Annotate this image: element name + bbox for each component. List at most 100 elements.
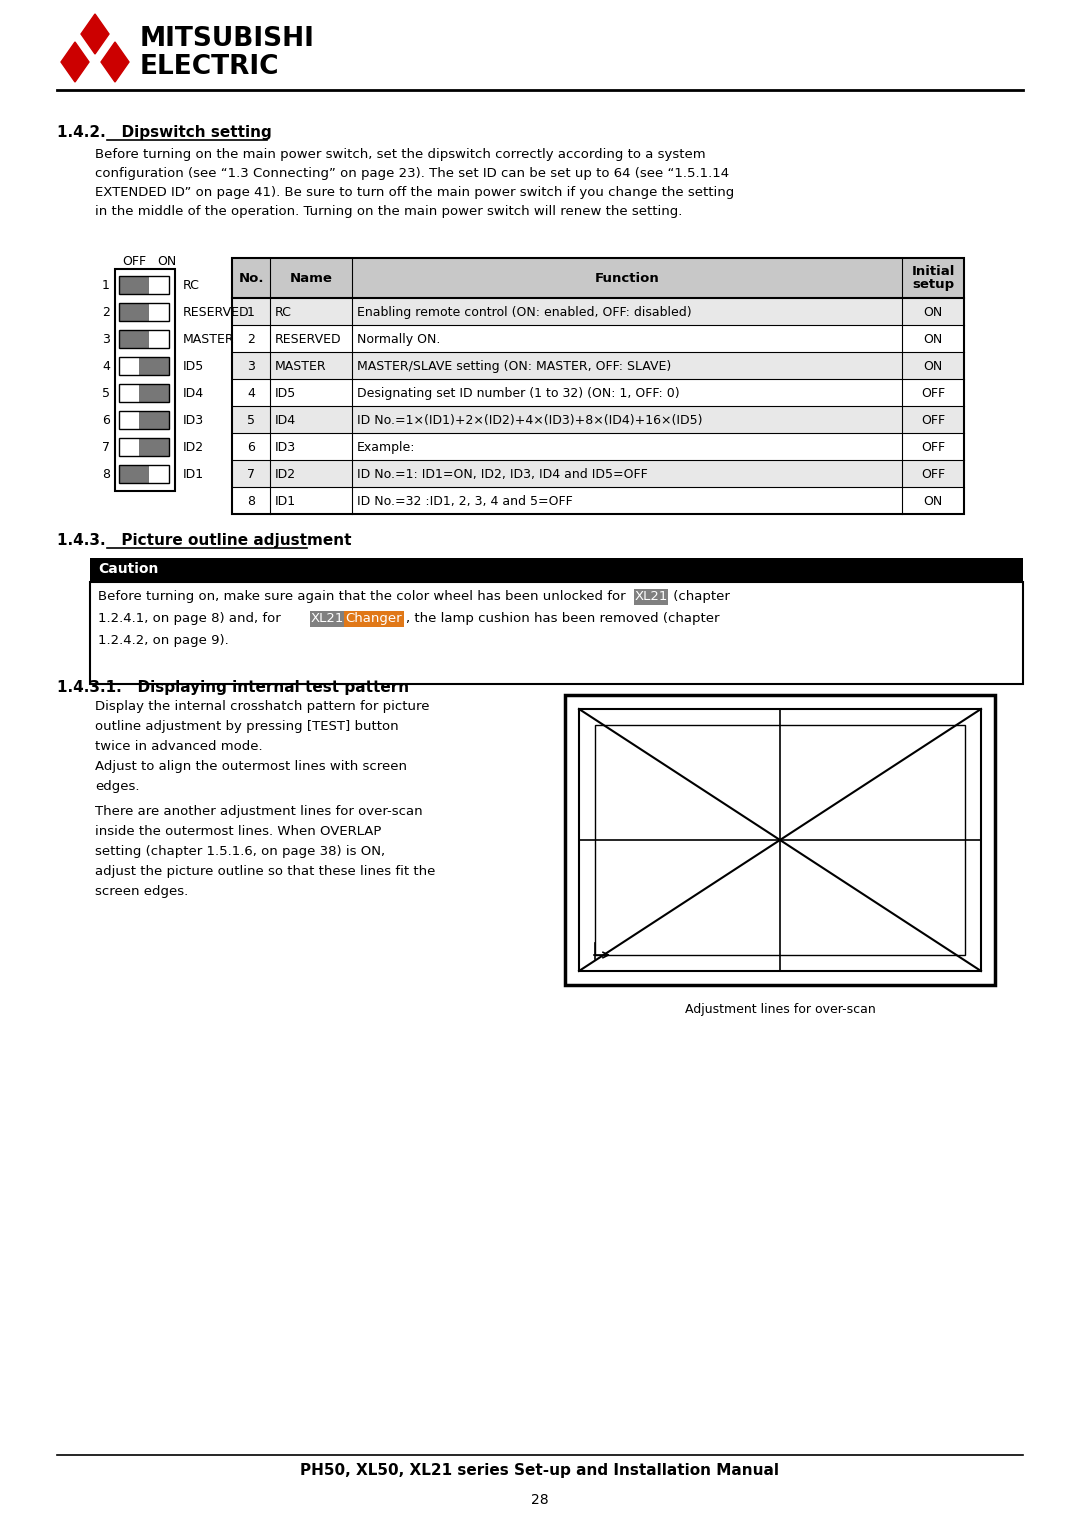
Text: OFF: OFF bbox=[921, 441, 945, 454]
Text: OFF: OFF bbox=[921, 386, 945, 400]
Text: Enabling remote control (ON: enabled, OFF: disabled): Enabling remote control (ON: enabled, OF… bbox=[357, 305, 691, 319]
Bar bbox=[149, 330, 168, 348]
Text: XL21: XL21 bbox=[634, 589, 667, 603]
Text: (chapter: (chapter bbox=[669, 589, 730, 603]
Bar bbox=[634, 589, 669, 605]
Text: in the middle of the operation. Turning on the main power switch will renew the : in the middle of the operation. Turning … bbox=[95, 205, 683, 218]
Polygon shape bbox=[102, 43, 129, 82]
Bar bbox=[232, 258, 964, 298]
Text: 2: 2 bbox=[247, 333, 255, 347]
Bar bbox=[579, 709, 981, 971]
Text: XL21: XL21 bbox=[310, 612, 343, 625]
Bar bbox=[119, 276, 168, 295]
Bar bbox=[119, 302, 149, 321]
Bar bbox=[565, 695, 995, 985]
Text: RESERVED: RESERVED bbox=[275, 333, 341, 347]
Text: OFF: OFF bbox=[921, 414, 945, 428]
Text: ON: ON bbox=[157, 255, 176, 269]
Text: 4: 4 bbox=[103, 360, 110, 373]
Text: 3: 3 bbox=[103, 333, 110, 347]
Text: ON: ON bbox=[923, 495, 943, 508]
Text: ID2: ID2 bbox=[183, 441, 204, 454]
Text: Before turning on, make sure again that the color wheel has been unlocked for: Before turning on, make sure again that … bbox=[98, 589, 630, 603]
Text: adjust the picture outline so that these lines fit the: adjust the picture outline so that these… bbox=[95, 864, 435, 878]
Text: ON: ON bbox=[923, 333, 943, 347]
Text: PH50, XL50, XL21 series Set-up and Installation Manual: PH50, XL50, XL21 series Set-up and Insta… bbox=[300, 1463, 780, 1478]
Bar bbox=[232, 460, 964, 487]
Text: ID3: ID3 bbox=[275, 441, 296, 454]
Text: 2: 2 bbox=[103, 305, 110, 319]
Bar bbox=[232, 353, 964, 379]
Bar bbox=[310, 611, 345, 628]
Polygon shape bbox=[60, 43, 89, 82]
Text: screen edges.: screen edges. bbox=[95, 886, 188, 898]
Bar bbox=[232, 487, 964, 515]
Text: 8: 8 bbox=[247, 495, 255, 508]
Polygon shape bbox=[81, 14, 109, 53]
Text: MASTER: MASTER bbox=[275, 360, 326, 373]
Text: 1.4.3.   Picture outline adjustment: 1.4.3. Picture outline adjustment bbox=[57, 533, 351, 548]
Text: outline adjustment by pressing [TEST] button: outline adjustment by pressing [TEST] bu… bbox=[95, 721, 399, 733]
Text: EXTENDED ID” on page 41). Be sure to turn off the main power switch if you chang: EXTENDED ID” on page 41). Be sure to tur… bbox=[95, 186, 734, 199]
Text: OFF: OFF bbox=[921, 467, 945, 481]
Text: Adjustment lines for over-scan: Adjustment lines for over-scan bbox=[685, 1003, 876, 1015]
Bar bbox=[90, 582, 1023, 684]
Bar bbox=[139, 438, 168, 457]
Text: 7: 7 bbox=[102, 441, 110, 454]
Text: 3: 3 bbox=[247, 360, 255, 373]
Text: Initial: Initial bbox=[912, 266, 955, 278]
Text: Normally ON.: Normally ON. bbox=[357, 333, 441, 347]
Bar bbox=[119, 357, 168, 376]
Bar bbox=[232, 406, 964, 434]
Bar bbox=[119, 276, 149, 295]
Text: RC: RC bbox=[183, 279, 200, 292]
Bar bbox=[119, 466, 149, 483]
Text: ID No.=1: ID1=ON, ID2, ID3, ID4 and ID5=OFF: ID No.=1: ID1=ON, ID2, ID3, ID4 and ID5=… bbox=[357, 467, 648, 481]
Bar bbox=[119, 411, 168, 429]
Bar bbox=[119, 383, 139, 402]
Bar bbox=[345, 611, 404, 628]
Text: , the lamp cushion has been removed (chapter: , the lamp cushion has been removed (cha… bbox=[406, 612, 719, 625]
Bar bbox=[139, 383, 168, 402]
Text: ID1: ID1 bbox=[183, 467, 204, 481]
Text: MASTER/SLAVE setting (ON: MASTER, OFF: SLAVE): MASTER/SLAVE setting (ON: MASTER, OFF: S… bbox=[357, 360, 672, 373]
Text: RC: RC bbox=[275, 305, 292, 319]
Bar bbox=[232, 379, 964, 406]
Text: ID No.=1×(ID1)+2×(ID2)+4×(ID3)+8×(ID4)+16×(ID5): ID No.=1×(ID1)+2×(ID2)+4×(ID3)+8×(ID4)+1… bbox=[357, 414, 702, 428]
Bar bbox=[119, 438, 168, 457]
Text: Function: Function bbox=[595, 272, 660, 284]
Text: OFF: OFF bbox=[122, 255, 146, 269]
Bar bbox=[149, 466, 168, 483]
Text: ON: ON bbox=[923, 305, 943, 319]
Text: 8: 8 bbox=[102, 467, 110, 481]
Bar bbox=[119, 466, 168, 483]
Text: RESERVED: RESERVED bbox=[183, 305, 249, 319]
Text: 28: 28 bbox=[531, 1493, 549, 1507]
Text: 1.4.2.   Dipswitch setting: 1.4.2. Dipswitch setting bbox=[57, 125, 272, 140]
Text: 5: 5 bbox=[247, 414, 255, 428]
Text: Changer: Changer bbox=[346, 612, 403, 625]
Text: ID No.=32 :ID1, 2, 3, 4 and 5=OFF: ID No.=32 :ID1, 2, 3, 4 and 5=OFF bbox=[357, 495, 572, 508]
Text: 1.2.4.1, on page 8) and, for: 1.2.4.1, on page 8) and, for bbox=[98, 612, 285, 625]
Text: configuration (see “1.3 Connecting” on page 23). The set ID can be set up to 64 : configuration (see “1.3 Connecting” on p… bbox=[95, 166, 729, 180]
Text: 1: 1 bbox=[103, 279, 110, 292]
Text: ON: ON bbox=[923, 360, 943, 373]
Text: Display the internal crosshatch pattern for picture: Display the internal crosshatch pattern … bbox=[95, 699, 430, 713]
Text: Adjust to align the outermost lines with screen: Adjust to align the outermost lines with… bbox=[95, 760, 407, 773]
Bar bbox=[119, 383, 168, 402]
Bar bbox=[149, 302, 168, 321]
Bar bbox=[114, 269, 175, 492]
Text: Example:: Example: bbox=[357, 441, 416, 454]
Text: ID1: ID1 bbox=[275, 495, 296, 508]
Text: Before turning on the main power switch, set the dipswitch correctly according t: Before turning on the main power switch,… bbox=[95, 148, 705, 160]
Bar bbox=[232, 298, 964, 325]
Text: 4: 4 bbox=[247, 386, 255, 400]
Bar bbox=[119, 330, 168, 348]
Text: setting (chapter 1.5.1.6, on page 38) is ON,: setting (chapter 1.5.1.6, on page 38) is… bbox=[95, 844, 386, 858]
Text: ID3: ID3 bbox=[183, 414, 204, 428]
Bar bbox=[149, 276, 168, 295]
Bar bbox=[119, 302, 168, 321]
Text: 5: 5 bbox=[102, 386, 110, 400]
Bar bbox=[139, 357, 168, 376]
Text: Name: Name bbox=[289, 272, 333, 284]
